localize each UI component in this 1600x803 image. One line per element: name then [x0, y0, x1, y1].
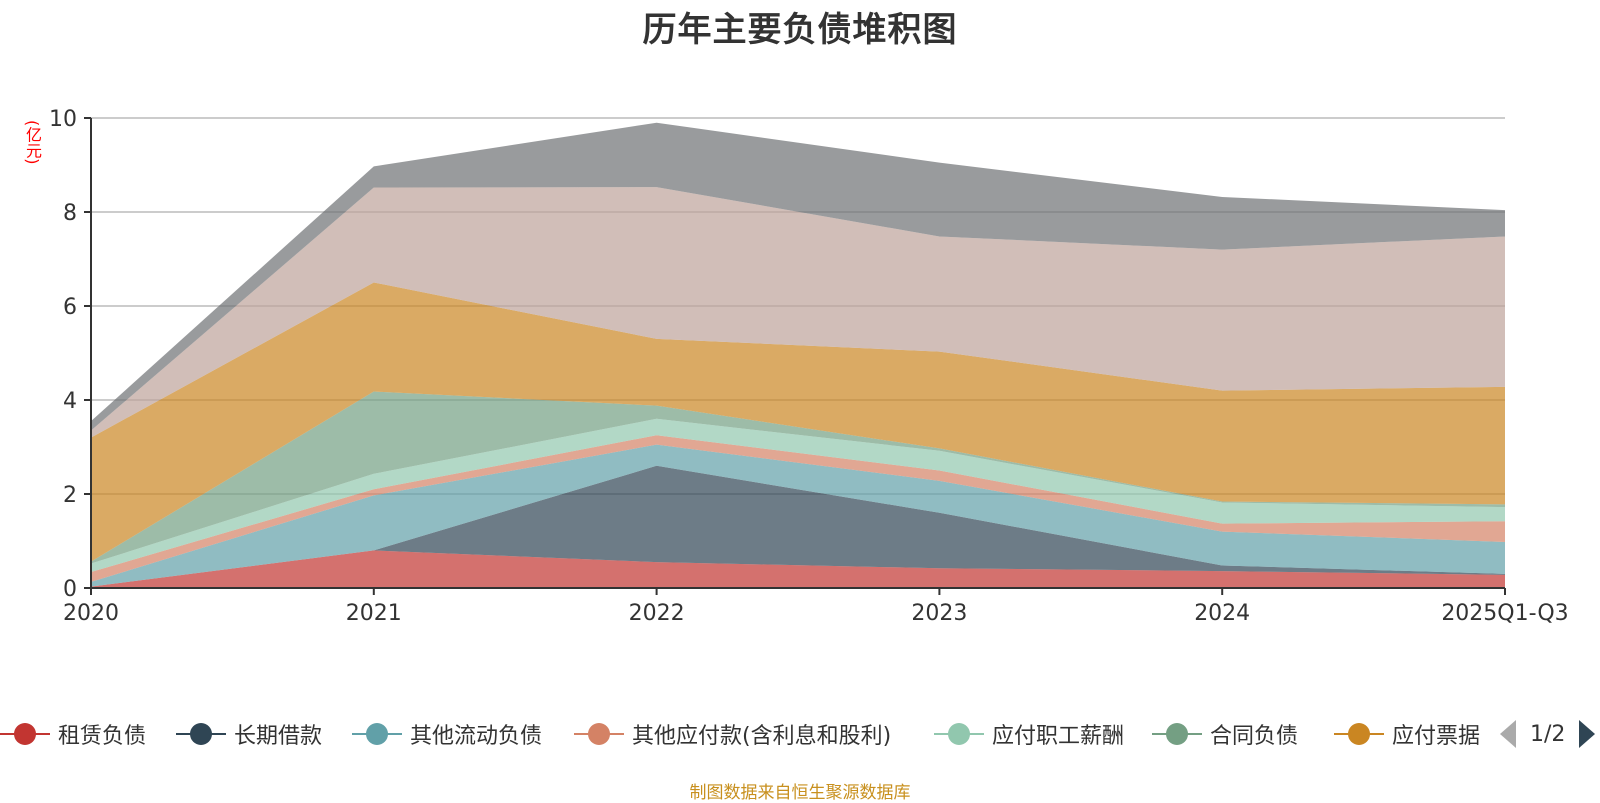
legend-item[interactable]: 应付票据 — [1334, 716, 1480, 752]
legend-label: 租赁负债 — [58, 724, 147, 749]
stacked-area-chart: 0 2 4 6 8 10 2020 2021 2022 2023 2024 2025Q1-Q3 — [49, 107, 1569, 626]
area-series — [91, 122, 1505, 588]
legend-item[interactable]: 长期借款 — [176, 716, 322, 752]
y-tick-label: 4 — [63, 389, 77, 414]
x-tick-label: 2023 — [911, 601, 967, 626]
legend-marker-icon — [1334, 716, 1384, 752]
legend-label: 应付职工薪酬 — [992, 724, 1125, 749]
legend-item[interactable]: 合同负债 — [1152, 716, 1298, 752]
y-axis-unit-label: (亿元) — [23, 120, 42, 165]
legend-marker-icon — [934, 716, 984, 752]
legend-page-indicator: 1/2 — [1530, 721, 1566, 747]
legend-marker-icon — [1152, 716, 1202, 752]
y-tick-label: 10 — [49, 107, 77, 132]
y-tick-label: 6 — [63, 295, 77, 320]
legend-item[interactable]: 应付职工薪酬 — [934, 716, 1124, 752]
x-tick-label: 2025Q1-Q3 — [1441, 601, 1568, 626]
axes — [90, 118, 1505, 589]
legend-marker-icon — [176, 716, 226, 752]
legend-label: 应付票据 — [1392, 724, 1480, 749]
area-series-6[interactable] — [91, 282, 1505, 562]
x-tick-label: 2024 — [1194, 601, 1250, 626]
area-series-5[interactable] — [91, 391, 1505, 564]
legend-next-page-icon[interactable] — [1579, 720, 1596, 748]
data-source-note: 制图数据来自恒生聚源数据库 — [689, 783, 911, 803]
legend-pager: 1/2 — [1500, 716, 1596, 752]
legend: 租赁负债 长期借款 其他流动负债 其他应付款(含利息和股利) 应付职工薪酬 合同负债 应付票… — [0, 716, 1600, 752]
y-tick-label: 0 — [63, 577, 77, 602]
y-tick-label: 2 — [63, 483, 77, 508]
x-tick-label: 2021 — [346, 601, 402, 626]
area-series-0[interactable] — [91, 550, 1505, 588]
area-series-2[interactable] — [91, 444, 1505, 587]
area-series-8[interactable] — [91, 122, 1505, 431]
legend-item[interactable]: 其他流动负债 — [352, 716, 542, 752]
legend-marker-icon — [0, 716, 50, 752]
legend-label: 合同负债 — [1210, 724, 1299, 749]
x-tick-label: 2022 — [629, 601, 685, 626]
legend-label: 其他流动负债 — [410, 724, 543, 749]
x-tick-label: 2020 — [63, 601, 119, 626]
legend-item[interactable]: 其他应付款(含利息和股利) — [574, 716, 891, 752]
legend-items: 租赁负债 长期借款 其他流动负债 其他应付款(含利息和股利) 应付职工薪酬 合同负债 应付票… — [0, 716, 1480, 752]
x-axis-ticks: 2020 2021 2022 2023 2024 2025Q1-Q3 — [63, 588, 1569, 626]
legend-label: 其他应付款(含利息和股利) — [632, 724, 892, 749]
legend-marker-icon — [352, 716, 402, 752]
area-series-7[interactable] — [91, 187, 1505, 438]
area-series-1[interactable] — [91, 465, 1505, 587]
y-tick-label: 8 — [63, 201, 77, 226]
chart-title: 历年主要负债堆积图 — [642, 10, 958, 50]
legend-marker-icon — [574, 716, 624, 752]
legend-label: 长期借款 — [234, 724, 323, 749]
legend-item[interactable]: 租赁负债 — [0, 716, 146, 752]
y-axis-ticks: 0 2 4 6 8 10 — [49, 107, 91, 602]
area-series-4[interactable] — [91, 418, 1505, 573]
legend-prev-page-icon[interactable] — [1500, 720, 1516, 748]
